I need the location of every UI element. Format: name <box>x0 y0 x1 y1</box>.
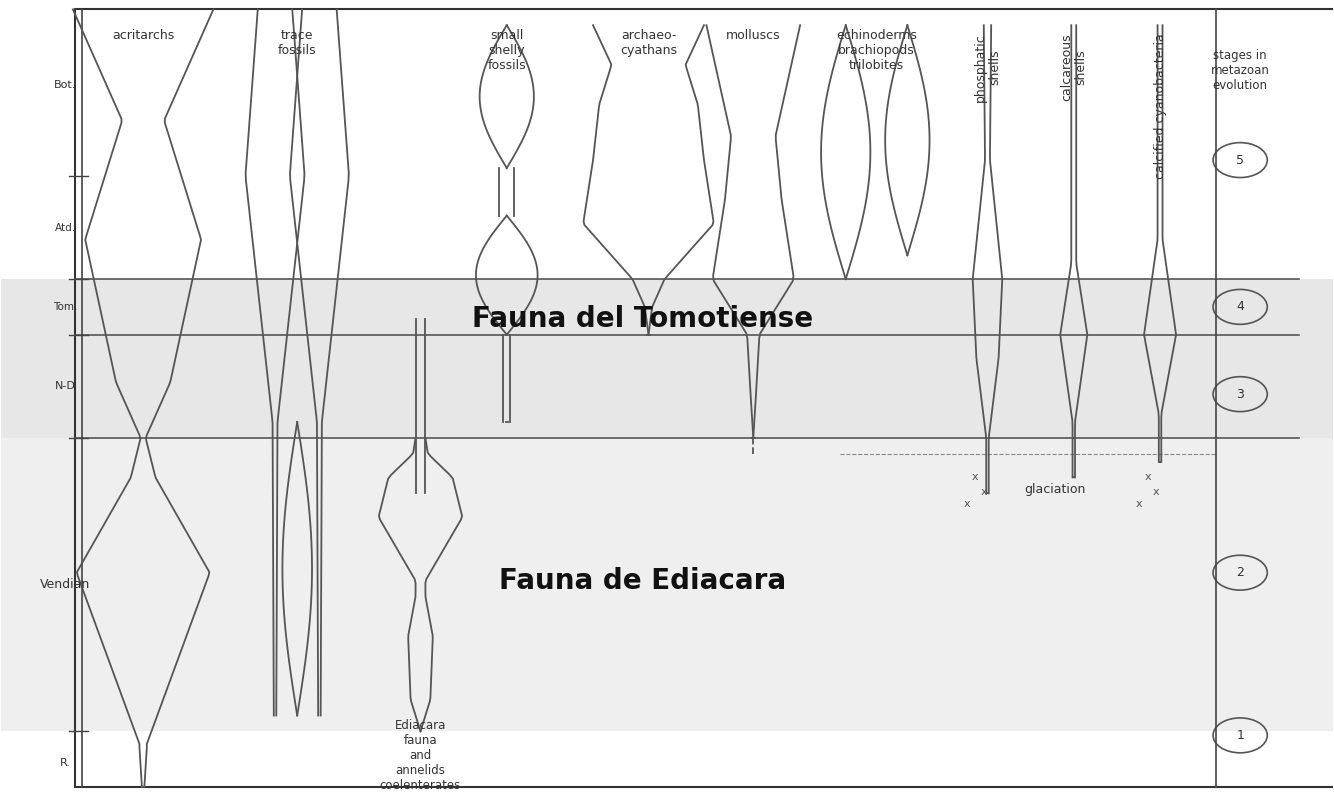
Text: Fauna de Ediacara: Fauna de Ediacara <box>499 567 786 595</box>
Bar <box>1 437 1333 731</box>
Text: acritarchs: acritarchs <box>112 29 175 42</box>
Text: Tom.: Tom. <box>53 302 77 312</box>
Text: Atd.: Atd. <box>55 223 76 232</box>
Text: echinoderms
brachiopods
trilobites: echinoderms brachiopods trilobites <box>836 29 916 72</box>
Text: 1: 1 <box>1237 729 1245 742</box>
Text: R.: R. <box>60 758 71 768</box>
Text: Bot.: Bot. <box>55 79 76 90</box>
Bar <box>1 279 1333 437</box>
Text: x: x <box>1135 499 1142 509</box>
Text: Vendian: Vendian <box>40 578 91 591</box>
Text: calcified cyanobacteria: calcified cyanobacteria <box>1154 33 1166 179</box>
Text: 5: 5 <box>1237 154 1245 167</box>
Text: x: x <box>963 499 970 509</box>
Text: 3: 3 <box>1237 388 1245 401</box>
Text: trace
fossils: trace fossils <box>277 29 316 58</box>
Text: small
shelly
fossils: small shelly fossils <box>487 29 526 72</box>
Text: Fauna del Tomotiense: Fauna del Tomotiense <box>472 305 812 333</box>
Text: 2: 2 <box>1237 566 1245 579</box>
Text: Ediacara
fauna
and
annelids
coelenterates: Ediacara fauna and annelids coelenterate… <box>380 719 462 792</box>
Text: molluscs: molluscs <box>726 29 780 42</box>
Text: x: x <box>972 472 978 483</box>
Text: N-D: N-D <box>55 382 76 391</box>
Text: x: x <box>1145 472 1151 483</box>
Text: phosphatic
shells: phosphatic shells <box>974 33 1002 102</box>
Text: stages in
metazoan
evolution: stages in metazoan evolution <box>1211 49 1270 92</box>
Text: calcareous
shells: calcareous shells <box>1059 33 1087 100</box>
Text: x: x <box>1153 487 1159 497</box>
Text: archaeo-
cyathans: archaeo- cyathans <box>620 29 678 58</box>
Text: 4: 4 <box>1237 301 1245 313</box>
Text: x: x <box>980 487 987 497</box>
Text: glaciation: glaciation <box>1025 483 1086 496</box>
